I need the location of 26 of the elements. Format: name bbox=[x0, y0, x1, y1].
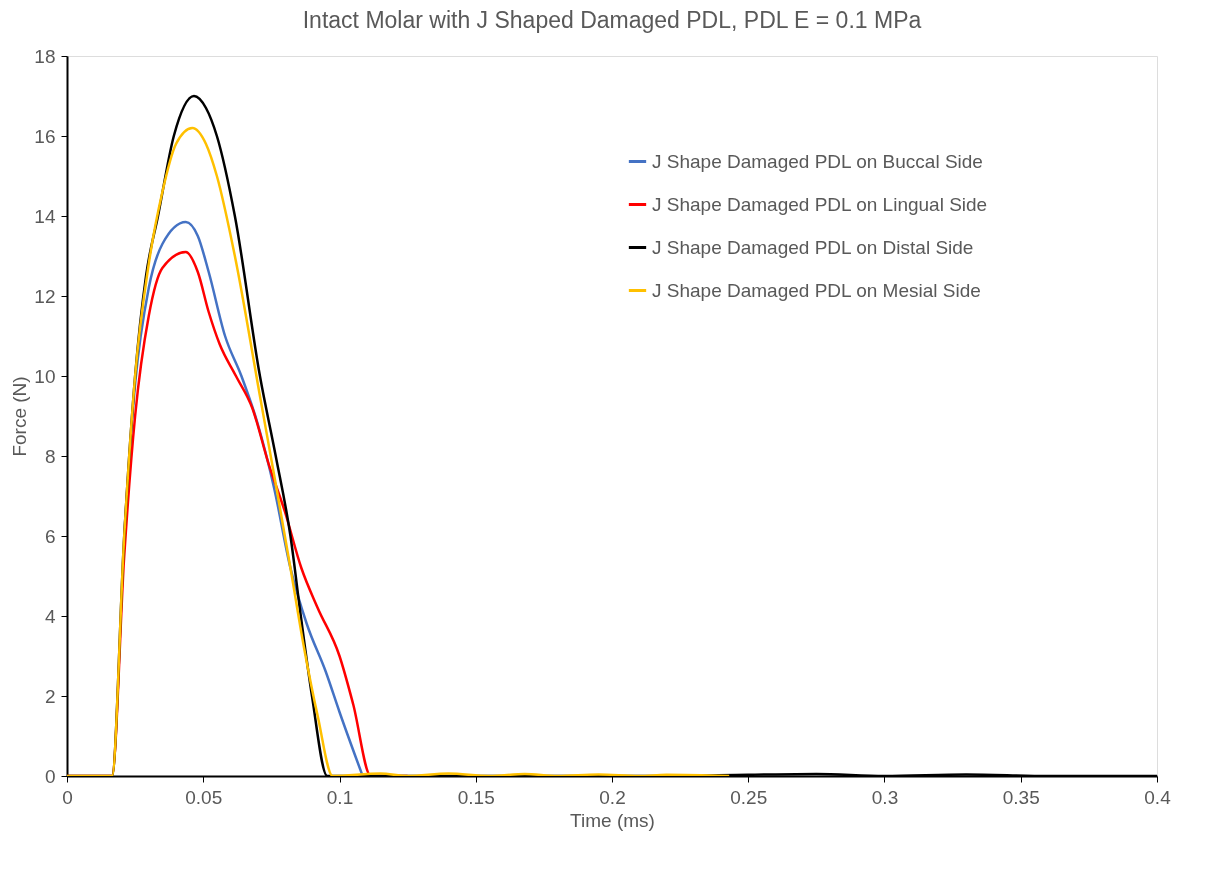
y-tick-label: 16 bbox=[34, 125, 56, 147]
y-tick-label: 10 bbox=[34, 365, 56, 387]
y-tick-label: 8 bbox=[44, 445, 56, 467]
chart-title: Intact Molar with J Shaped Damaged PDL, PDL E = 0.1 MPa bbox=[302, 7, 922, 33]
x-tick-label: 0.15 bbox=[457, 786, 495, 808]
y-tick-label: 14 bbox=[34, 205, 56, 227]
y-tick-label: 0 bbox=[44, 765, 56, 787]
x-axis-title: Time (ms) bbox=[570, 809, 655, 831]
x-tick-label: 0.2 bbox=[599, 786, 626, 808]
y-tick-label: 12 bbox=[34, 285, 56, 307]
legend-label: J Shape Damaged PDL on Lingual Side bbox=[652, 193, 988, 215]
x-tick-label: 0 bbox=[62, 786, 73, 808]
y-tick-label: 6 bbox=[44, 525, 56, 547]
x-tick-label: 0.05 bbox=[185, 786, 223, 808]
y-tick-label: 4 bbox=[44, 605, 56, 627]
y-tick-label: 2 bbox=[44, 685, 56, 707]
y-axis-title: Force (N) bbox=[9, 376, 31, 457]
legend-label: J Shape Damaged PDL on Mesial Side bbox=[652, 279, 981, 301]
x-tick-label: 0.35 bbox=[1002, 786, 1040, 808]
x-tick-label: 0.1 bbox=[326, 786, 354, 808]
x-tick-label: 0.4 bbox=[1144, 786, 1172, 808]
x-tick-label: 0.25 bbox=[730, 786, 768, 808]
legend-label: J Shape Damaged PDL on Distal Side bbox=[652, 236, 974, 258]
x-tick-label: 0.3 bbox=[871, 786, 899, 808]
y-tick-label: 18 bbox=[34, 45, 56, 67]
legend-label: J Shape Damaged PDL on Buccal Side bbox=[652, 150, 983, 172]
